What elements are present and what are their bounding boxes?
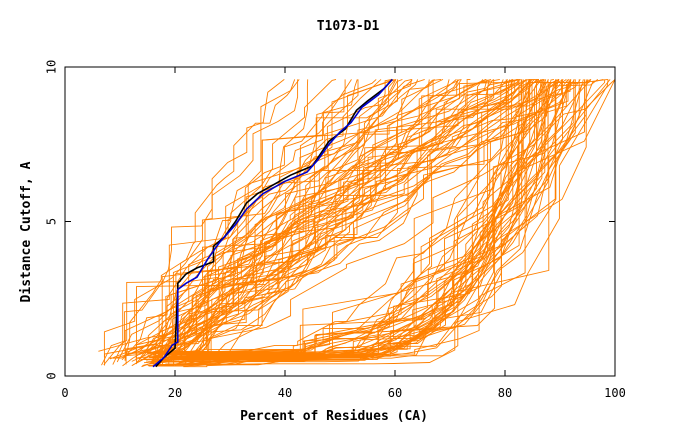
series-line (154, 79, 436, 362)
series-line (147, 78, 604, 366)
series-line (155, 79, 528, 361)
y-tick-label: 0 (45, 372, 59, 379)
series-line (160, 79, 521, 352)
series-line (192, 79, 484, 357)
series-line (154, 79, 564, 359)
series-line (191, 78, 518, 364)
series-line (164, 79, 430, 355)
series-line (131, 79, 487, 367)
chart-title: T1073-D1 (317, 19, 380, 34)
series-line (101, 79, 285, 366)
highlight-layer (152, 78, 393, 368)
series-line (177, 79, 531, 361)
series-line (140, 79, 397, 360)
series-line (148, 79, 557, 365)
series-line (170, 79, 584, 363)
series-line (108, 78, 412, 359)
series-line (103, 79, 377, 366)
y-axis-label: Distance Cutoff, A (19, 161, 34, 302)
series-line (131, 79, 419, 362)
series-line (189, 79, 494, 353)
series-line (179, 79, 560, 357)
x-tick-label: 0 (61, 386, 68, 400)
series-line (124, 79, 300, 361)
series-layer (98, 78, 616, 368)
ticks-layer: 0 20 40 60 80 100 0 5 10 (45, 60, 626, 400)
series-line (190, 78, 545, 362)
series-line (185, 79, 606, 355)
x-tick-label: 100 (604, 386, 626, 400)
series-line (147, 79, 527, 354)
series-line (136, 78, 514, 364)
series-line (153, 78, 396, 367)
x-axis-label: Percent of Residues (CA) (240, 409, 428, 424)
highlight-series-line (155, 78, 393, 368)
x-tick-label: 60 (388, 386, 402, 400)
series-line (103, 79, 299, 358)
series-line (155, 79, 514, 357)
series-line (154, 79, 581, 360)
series-line (137, 79, 527, 354)
series-line (137, 79, 571, 359)
series-line (121, 79, 346, 361)
series-line (150, 79, 585, 358)
x-tick-label: 80 (498, 386, 512, 400)
y-tick-label: 5 (45, 218, 59, 225)
series-line (146, 79, 591, 363)
series-line (195, 79, 532, 355)
series-line (122, 79, 450, 357)
series-line (124, 79, 382, 360)
y-tick-label: 10 (45, 60, 59, 74)
series-line (156, 78, 520, 363)
series-line (182, 79, 459, 360)
series-line (159, 79, 616, 366)
series-line (151, 78, 519, 362)
highlight-series-line (152, 78, 393, 368)
series-line (156, 79, 309, 362)
series-line (150, 79, 575, 364)
series-line (135, 79, 533, 361)
series-line (143, 79, 557, 353)
x-tick-label: 40 (278, 386, 292, 400)
series-line (194, 79, 462, 354)
series-line (178, 79, 599, 353)
series-line (104, 78, 442, 366)
x-tick-label: 20 (168, 386, 182, 400)
series-line (165, 79, 545, 365)
series-line (173, 79, 519, 359)
series-line (136, 78, 403, 363)
series-line (193, 79, 546, 360)
series-line (179, 78, 529, 360)
series-line (184, 79, 490, 360)
